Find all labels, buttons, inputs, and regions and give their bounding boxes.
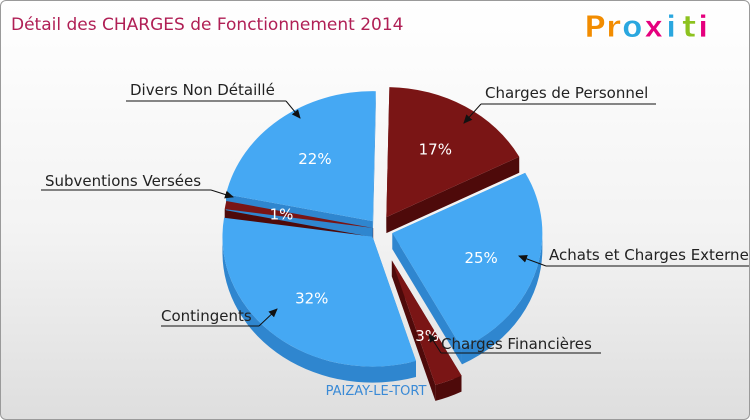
slice-subventions-versees — [224, 201, 374, 228]
pct-label-charges-de-personnel: 17% — [419, 141, 452, 159]
slice-charges-de-personnel — [386, 87, 520, 218]
pct-label-achats-et-charges-externes: 25% — [464, 249, 497, 267]
logo-letter: o — [622, 10, 643, 45]
pct-label-divers-non-detaille: 22% — [298, 150, 331, 168]
slice-achats-et-charges-externes — [392, 172, 543, 349]
chart-title: Détail des CHARGES de Fonctionnement 201… — [11, 15, 404, 35]
logo-letter: P — [584, 10, 606, 45]
logo-letter: t — [682, 10, 696, 45]
slice-divers-non-detaille — [226, 91, 376, 222]
slice-wall-achats-et-charges-externes-1 — [392, 233, 462, 365]
logo-letter: i — [666, 10, 676, 45]
slice-wall-divers-non-detaille-1 — [372, 91, 376, 238]
slice-wall-charges-financieres-1 — [391, 260, 436, 401]
pct-label-charges-financieres: 3% — [415, 327, 439, 345]
label-achats-externes: Achats et Charges Externes — [549, 246, 750, 264]
slice-contingents — [222, 217, 416, 367]
label-subventions-versees: Subventions Versées — [45, 172, 201, 190]
slice-wall-charges-de-personnel-1 — [386, 156, 520, 234]
pct-label-contingents: 32% — [295, 290, 328, 308]
logo-letter: r — [606, 10, 621, 45]
logo-letter: x — [644, 10, 663, 45]
slice-charges-financieres — [391, 260, 462, 385]
slice-side-contingents — [222, 236, 416, 383]
logo-letter: i — [698, 10, 708, 45]
label-contingents: Contingents — [161, 307, 252, 325]
label-charges-financieres: Charges Financières — [441, 335, 592, 353]
label-charges-personnel: Charges de Personnel — [485, 84, 648, 102]
pct-label-subventions-versees: 1% — [270, 206, 294, 224]
label-divers-non-detaille: Divers Non Détaillé — [130, 81, 275, 99]
slice-side-charges-financieres — [435, 375, 462, 401]
slice-side-achats-et-charges-externes — [461, 233, 543, 365]
commune-name: PAIZAY-LE-TORT — [325, 384, 427, 399]
